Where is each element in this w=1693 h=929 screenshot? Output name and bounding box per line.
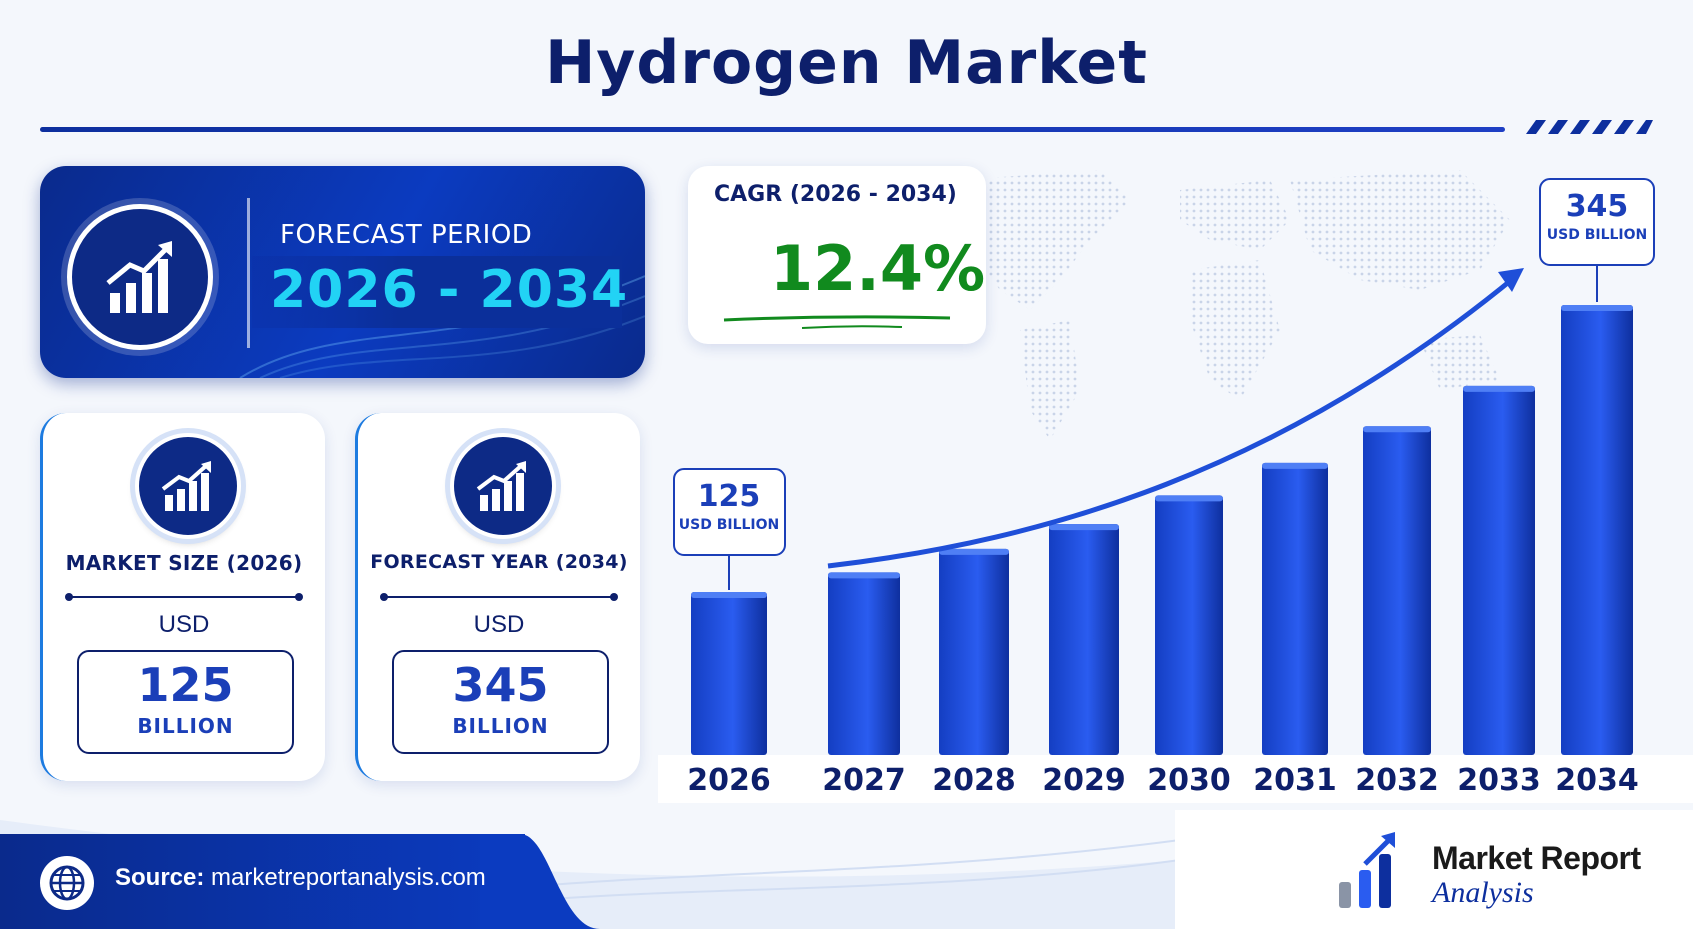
year-label-2029: 2029 xyxy=(1042,763,1126,798)
forecast-period-label: FORECAST PERIOD xyxy=(280,220,533,250)
source-link[interactable]: marketreportanalysis.com xyxy=(211,864,486,891)
source-band-edge xyxy=(480,834,600,929)
market-size-card: MARKET SIZE (2026) USD 125 BILLION xyxy=(40,413,325,781)
bar-2029 xyxy=(1049,524,1119,755)
line-dot xyxy=(610,593,618,601)
bar-2028 xyxy=(939,548,1009,755)
forecast-year-unit: BILLION xyxy=(452,714,549,738)
forecast-year-currency: USD xyxy=(473,611,525,638)
trend-arrow-icon xyxy=(1498,268,1524,292)
bar-2031 xyxy=(1262,462,1328,755)
market-size-unit: BILLION xyxy=(137,714,234,738)
market-size-currency: USD xyxy=(158,611,210,638)
callout-start-unit: USD BILLION xyxy=(679,517,780,533)
year-label-2034: 2034 xyxy=(1555,763,1639,798)
bar-2033 xyxy=(1463,385,1535,755)
forecast-period-value-bg xyxy=(252,256,622,328)
page-title: Hydrogen Market xyxy=(545,28,1148,98)
callout-start-value: 125 xyxy=(698,479,761,514)
growth-chart-icon xyxy=(135,433,241,539)
market-size-label: MARKET SIZE (2026) xyxy=(65,551,303,575)
year-label-2033: 2033 xyxy=(1457,763,1541,798)
forecast-year-value: 345 xyxy=(452,658,549,712)
year-label-2032: 2032 xyxy=(1355,763,1439,798)
world-map-dots xyxy=(960,170,1510,440)
callout-end: 345 USD BILLION xyxy=(1539,178,1655,302)
logo-panel xyxy=(1175,810,1693,929)
cagr-label: CAGR (2026 - 2034) xyxy=(714,182,957,207)
logo-mark-icon xyxy=(1339,832,1395,908)
bar-2026 xyxy=(691,591,767,755)
forecast-year-card: FORECAST YEAR (2034) USD 345 BILLION xyxy=(355,413,640,781)
stat-divider xyxy=(384,596,614,598)
bar-2034 xyxy=(1561,305,1633,755)
decorative-stripes xyxy=(1526,120,1653,134)
bar-2032 xyxy=(1363,426,1431,755)
source-label: Source: xyxy=(115,864,205,891)
forecast-year-label: FORECAST YEAR (2034) xyxy=(370,551,628,573)
market-size-value-box: 125 BILLION xyxy=(77,650,294,754)
cagr-card: CAGR (2026 - 2034) 12.4% xyxy=(688,166,986,344)
year-label-2030: 2030 xyxy=(1147,763,1231,798)
source-text: Source: marketreportanalysis.com xyxy=(115,864,486,892)
year-label-2028: 2028 xyxy=(932,763,1016,798)
line-dot xyxy=(295,593,303,601)
year-label-2026: 2026 xyxy=(687,763,771,798)
card-divider xyxy=(247,198,250,348)
logo-main-text: Market Report xyxy=(1432,840,1641,876)
growth-chart-icon xyxy=(450,433,556,539)
forecast-period-value: 2026 - 2034 xyxy=(270,260,629,320)
market-size-value: 125 xyxy=(137,658,234,712)
stat-divider xyxy=(69,596,299,598)
globe-icon xyxy=(40,856,94,910)
year-label-2027: 2027 xyxy=(822,763,906,798)
cagr-underline xyxy=(723,315,951,329)
bar-2027 xyxy=(828,572,900,755)
trend-arrow xyxy=(827,275,1517,569)
year-label-2031: 2031 xyxy=(1253,763,1337,798)
logo-sub-text: Analysis xyxy=(1432,876,1534,909)
title-divider xyxy=(40,127,1505,132)
forecast-year-value-box: 345 BILLION xyxy=(392,650,609,754)
cagr-value: 12.4% xyxy=(770,232,986,305)
growth-chart-icon xyxy=(67,204,213,350)
forecast-period-card: FORECAST PERIOD 2026 - 2034 xyxy=(40,166,645,378)
year-axis-band xyxy=(658,755,1693,803)
bar-2030 xyxy=(1155,495,1223,755)
callout-end-value: 345 xyxy=(1566,189,1629,224)
callout-start: 125 USD BILLION xyxy=(673,468,786,590)
callout-end-unit: USD BILLION xyxy=(1547,227,1648,243)
